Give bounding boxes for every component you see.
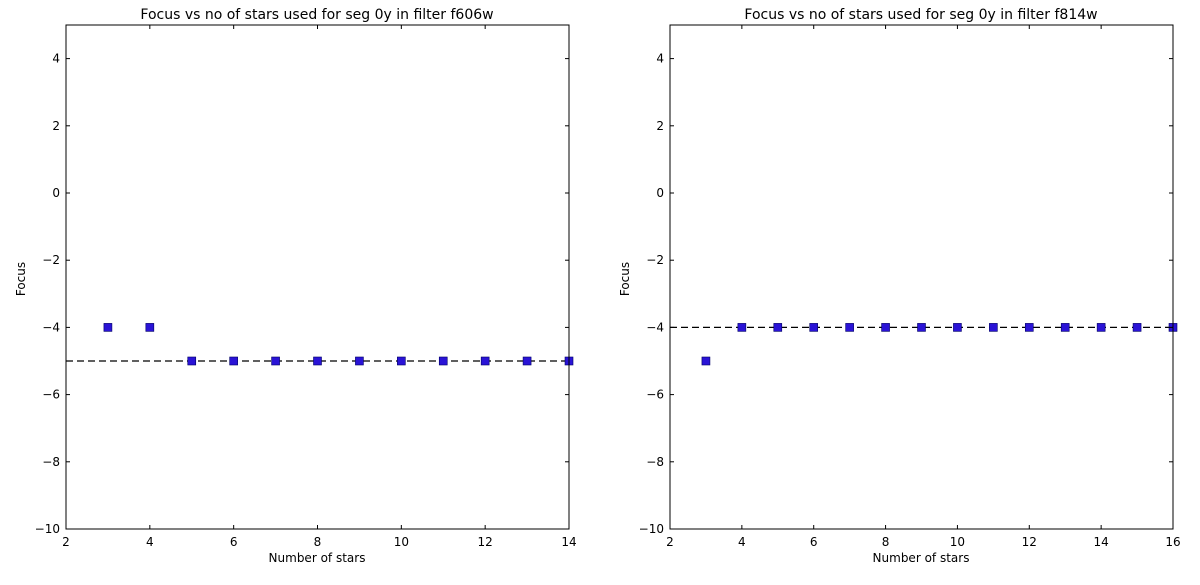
y-tick-label: −4 [42,320,60,334]
data-point [845,323,854,332]
y-tick-label: −2 [42,253,60,267]
x-tick-label: 4 [146,535,154,549]
y-tick-label: 0 [656,186,664,200]
x-tick-label: 2 [62,535,70,549]
plot-area: 2 4 6 8 10 12 14 16 −10 −8 −6 −4 −2 0 2 4 [639,24,1181,549]
data-point [355,356,364,366]
x-tick-label: 2 [666,535,674,549]
y-tick-label: −10 [639,522,664,536]
y-tick-label: −2 [646,253,664,267]
data-point [737,323,747,332]
x-tick-label: 6 [230,535,238,549]
y-tick-label: −6 [42,388,60,402]
y-axis-label: Focus [618,262,632,296]
y-tick-label: −8 [42,455,60,469]
data-point [438,356,448,366]
plot-frame [65,24,570,530]
x-axis-label: Number of stars [873,551,970,565]
plot-frame [669,24,1174,530]
chart-title: Focus vs no of stars used for seg 0y in … [140,7,493,23]
data-point [989,323,998,332]
panel-f606w: Focus vs no of stars used for seg 0y in … [14,7,577,565]
data-point [271,356,280,366]
y-tick-label: −6 [646,388,664,402]
panel-f814w: Focus vs no of stars used for seg 0y in … [618,7,1181,565]
plot-area: 2 4 6 8 10 12 14 −10 −8 −6 −4 −2 0 2 4 [35,24,577,549]
x-tick-label: 14 [561,535,576,549]
y-tick-label: 4 [52,52,60,66]
data-point [1132,323,1142,332]
y-tick-label: 2 [656,119,664,133]
data-point [145,323,155,332]
x-tick-label: 12 [478,535,493,549]
x-tick-label: 8 [882,535,890,549]
x-tick-label: 14 [1094,535,1109,549]
y-tick-label: −8 [646,455,664,469]
data-point [701,356,711,366]
data-point [187,356,197,366]
data-point [397,356,406,366]
data-point [809,323,819,332]
y-tick-label: 4 [656,52,664,66]
x-tick-label: 10 [394,535,409,549]
data-point [917,323,926,332]
data-point [480,356,490,366]
data-point [773,323,783,332]
x-tick-label: 10 [950,535,965,549]
y-tick-label: −10 [35,522,60,536]
y-tick-label: 0 [52,186,60,200]
data-point [522,356,532,366]
x-tick-label: 12 [1022,535,1037,549]
data-point [1060,323,1070,332]
x-tick-label: 4 [738,535,746,549]
y-axis-label: Focus [14,262,28,296]
data-point [881,323,890,332]
x-tick-label: 16 [1165,535,1180,549]
chart-title: Focus vs no of stars used for seg 0y in … [744,7,1097,23]
data-point [229,356,238,366]
x-tick-label: 8 [314,535,322,549]
y-tick-label: 2 [52,119,60,133]
data-point [103,323,113,332]
y-tick-label: −4 [646,320,664,334]
x-axis-label: Number of stars [269,551,366,565]
data-point [1024,323,1034,332]
data-point [1096,323,1106,332]
data-point [953,323,962,332]
x-tick-label: 6 [810,535,818,549]
data-point [313,356,322,366]
